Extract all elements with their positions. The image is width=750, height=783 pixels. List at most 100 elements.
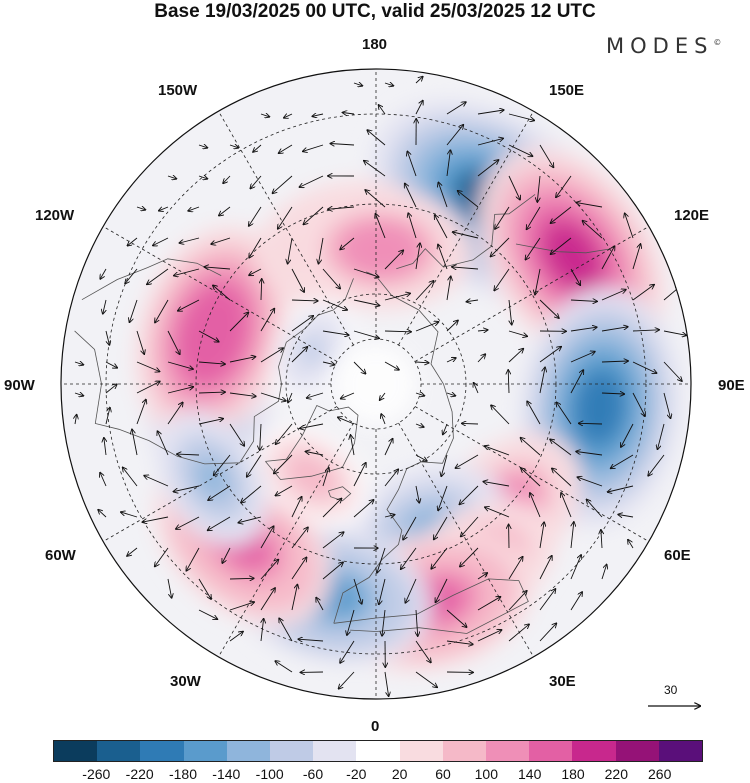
wind-arrow: [415, 77, 423, 84]
wind-arrow: [663, 361, 682, 381]
wind-arrow: [415, 485, 419, 503]
colorbar-tick-label: -180: [168, 766, 198, 782]
lon-label-150e: 150E: [549, 82, 585, 99]
wind-arrow: [380, 392, 386, 400]
wind-arrow: [579, 423, 603, 424]
wind-arrow: [415, 322, 438, 332]
wind-arrow: [618, 515, 634, 518]
wind-arrow: [306, 452, 324, 456]
wind-arrow: [570, 352, 595, 363]
wind-arrow: [213, 285, 231, 301]
wind-arrow: [260, 348, 283, 363]
wind-arrow: [167, 387, 193, 394]
wind-arrow: [136, 382, 160, 394]
meridian-line: [102, 226, 338, 362]
wind-arrow: [322, 362, 335, 365]
wind-arrow: [485, 507, 510, 518]
wind-arrow: [312, 114, 324, 116]
wind-arrow: [322, 330, 349, 335]
wind-arrow: [527, 206, 541, 229]
wind-arrow: [260, 560, 278, 580]
wind-arrow: [328, 207, 355, 209]
wind-arrow: [367, 130, 386, 146]
wind-arrow: [260, 423, 261, 450]
wind-arrow: [576, 203, 603, 208]
wind-arrow: [105, 384, 117, 394]
wind-arrow: [477, 330, 488, 331]
colorbar-tick-labels: -260 -220 -180 -140 -100 -60 -20 20 60 100 140 180 2…: [0, 766, 750, 783]
wind-arrow: [247, 454, 262, 477]
wind-arrow: [229, 313, 248, 332]
wind-arrow: [127, 547, 138, 556]
colorbar-swatch: [270, 741, 314, 761]
wind-arrow: [551, 206, 572, 223]
wind-arrow: [105, 330, 109, 345]
wind-arrow: [491, 237, 510, 256]
wind-arrow: [229, 602, 254, 611]
wind-arrow: [291, 527, 308, 549]
wind-arrow: [143, 516, 169, 522]
anomaly-center: [271, 298, 354, 402]
brand-text: MODES: [606, 34, 714, 58]
colorbar-swatch: [572, 741, 616, 761]
wind-arrow: [136, 361, 160, 372]
wind-arrow: [601, 327, 628, 332]
meridian-line: [398, 110, 534, 346]
wind-arrow: [275, 661, 293, 673]
coastline: [81, 258, 222, 301]
wind-arrow: [174, 268, 200, 276]
wind-arrow: [253, 144, 262, 152]
wind-arrow: [570, 268, 580, 285]
wind-arrow: [288, 237, 293, 264]
wind-arrow: [576, 452, 603, 456]
wind-arrow: [583, 221, 603, 239]
wind-arrow: [211, 237, 231, 244]
wind-arrow: [415, 362, 429, 363]
lon-label-120e: 120E: [674, 207, 710, 224]
wind-arrow: [364, 161, 386, 177]
wind-arrow: [322, 532, 344, 549]
wind-arrow: [322, 268, 340, 289]
wind-arrow: [186, 547, 200, 571]
wind-arrow: [379, 578, 386, 604]
colorbar-swatch: [615, 741, 659, 761]
wind-arrow: [539, 347, 561, 363]
wind-arrow: [491, 405, 510, 425]
wind-arrow: [343, 113, 355, 115]
wind-arrow: [521, 468, 541, 487]
wind-arrow: [198, 330, 219, 342]
colorbar-tick-label: 60: [435, 766, 451, 782]
wind-arrow: [415, 454, 427, 461]
wind-arrow: [198, 609, 217, 619]
wind-arrow: [663, 392, 671, 418]
wind-arrow: [130, 299, 138, 322]
meridian-line: [218, 110, 354, 346]
wind-arrow: [204, 267, 231, 269]
wind-arrow: [495, 206, 510, 229]
wind-arrow: [249, 268, 262, 275]
modes-logo: MODES©: [606, 34, 721, 58]
wind-arrow: [384, 469, 398, 487]
colorbar-swatch: [356, 741, 400, 761]
wind-arrow: [436, 578, 448, 602]
wind-arrow: [241, 485, 262, 503]
wind-arrow: [446, 609, 467, 627]
wind-arrow: [261, 619, 264, 642]
wind-arrow: [446, 102, 466, 115]
colorbar-swatch: [97, 741, 141, 761]
wind-arrow: [260, 392, 286, 401]
meridian-line: [218, 422, 354, 658]
lon-label-90e: 90E: [718, 377, 745, 394]
wind-arrow: [539, 368, 545, 394]
colorbar-tick-label: -100: [255, 766, 284, 782]
wind-arrow: [288, 392, 293, 402]
wind-arrow: [601, 361, 628, 362]
coastlines: [74, 194, 610, 634]
wind-arrow: [405, 578, 417, 603]
wind-arrow: [556, 175, 572, 197]
wind-arrow: [550, 439, 572, 456]
colorbar-swatch: [54, 741, 98, 761]
wind-arrow: [401, 547, 417, 569]
wind-arrow: [494, 268, 510, 290]
wind-arrow: [174, 485, 200, 492]
